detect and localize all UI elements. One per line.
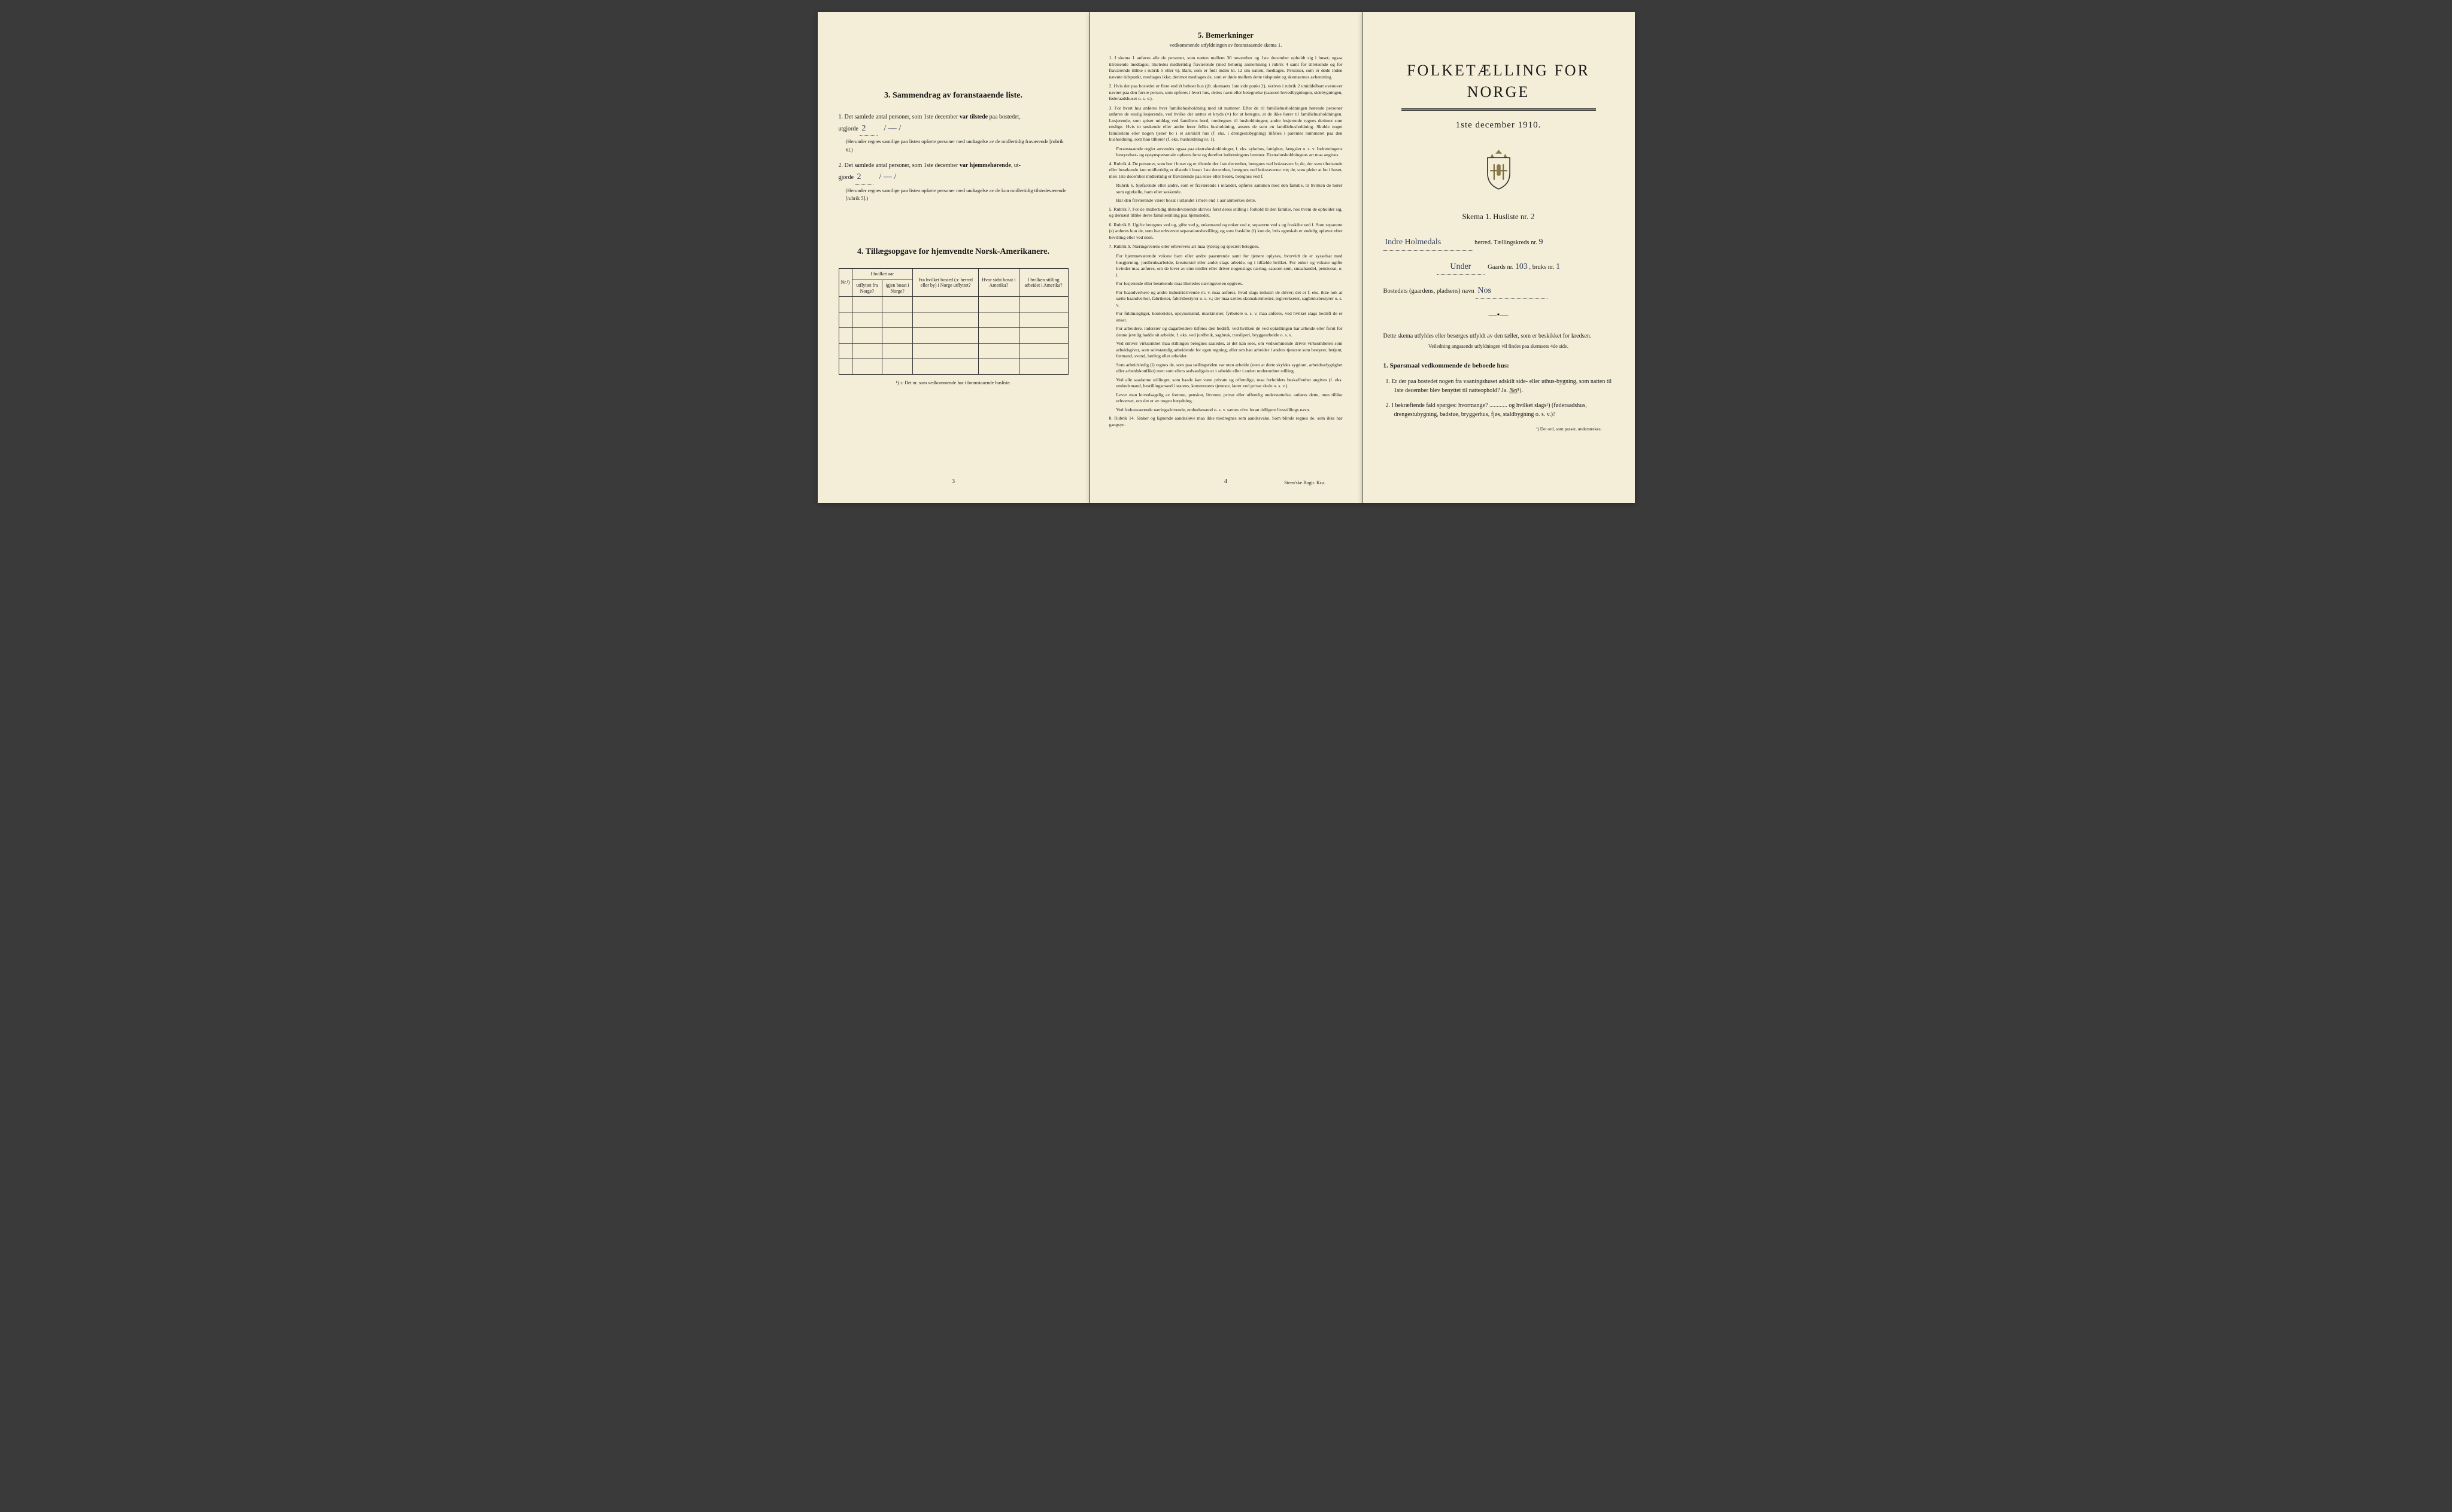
census-date: 1ste december 1910. xyxy=(1383,119,1614,132)
table-row xyxy=(839,344,1068,359)
item1-note: (Herunder regnes samtlige paa listen opf… xyxy=(839,138,1069,154)
page-number: 3 xyxy=(952,478,955,486)
crest-icon xyxy=(1482,148,1515,190)
remark-7i: Ved alle saadanne stillinger, som baade … xyxy=(1109,377,1343,390)
remark-4c: Har den fraværende været bosat i utlande… xyxy=(1109,198,1343,204)
table-row xyxy=(839,359,1068,375)
herred-value: Indre Holmedals xyxy=(1385,235,1442,250)
tally2: / — / xyxy=(879,171,897,184)
item2-note: (Herunder regnes samtlige paa listen opf… xyxy=(839,187,1069,203)
section3-heading: 3. Sammendrag av foranstaaende liste. xyxy=(839,90,1069,102)
page-middle: 5. Bemerkninger vedkommende utfyldningen… xyxy=(1090,12,1362,503)
footnote-understrekes: ¹) Det ord, som passer, understrekes. xyxy=(1383,426,1614,433)
th-amerika: Hvor sidst bosat i Amerika? xyxy=(979,269,1019,297)
table-row xyxy=(839,297,1068,312)
remark-7j: Lever man hovedsagelig av formue, pensio… xyxy=(1109,392,1343,405)
table-footnote: ¹) ɔ: Det nr. som vedkommende har i fora… xyxy=(839,379,1069,386)
herred-row: Indre Holmedals herred. Tællingskreds nr… xyxy=(1383,235,1614,250)
summary-item-1: 1. Det samlede antal personer, som 1ste … xyxy=(839,113,1069,154)
title-rule xyxy=(1401,108,1596,111)
remark-3: 3. For hvert hus anføres hver familiehus… xyxy=(1109,105,1343,143)
printer-mark: Steen'ske Bogtr. Kr.a. xyxy=(1284,479,1325,486)
remark-5: 5. Rubrik 7. For de midlertidig tilstede… xyxy=(1109,207,1343,219)
line2-value: Under xyxy=(1450,259,1471,274)
bosted-value: Nos xyxy=(1477,283,1491,298)
instruction-1: Dette skema utfyldes eller besørges utfy… xyxy=(1383,332,1614,341)
remark-7d: For haandverkere og andre industridriven… xyxy=(1109,290,1343,309)
ornament: ―•― xyxy=(1383,309,1614,321)
page-number: 4 xyxy=(1224,478,1227,486)
nei-answer: Nei xyxy=(1509,387,1518,394)
amerikanere-table: Nr.¹) I hvilket aar Fra hvilket bosted (… xyxy=(839,268,1069,375)
husliste-nr: 2 xyxy=(1531,211,1535,223)
th-nr: Nr.¹) xyxy=(839,269,852,297)
summary-item-2: 2. Det samlede antal personer, som 1ste … xyxy=(839,161,1069,203)
remark-8: 8. Rubrik 14. Sinker og lignende aandssl… xyxy=(1109,415,1343,428)
gaards-nr: 103 xyxy=(1515,259,1528,274)
th-aar: I hvilket aar xyxy=(852,269,913,280)
gaards-row: Under Gaards nr. 103 , bruks nr. 1 xyxy=(1383,259,1614,275)
remark-3b: Foranstaaende regler anvendes ogsaa paa … xyxy=(1109,146,1343,159)
item1-text: 1. Det samlede antal personer, som 1ste … xyxy=(839,114,960,120)
bemerkninger-heading: 5. Bemerkninger xyxy=(1109,30,1343,41)
table-row xyxy=(839,312,1068,328)
th-stilling: I hvilken stilling arbeidet i Amerika? xyxy=(1019,269,1068,297)
hjemme-count: 2 xyxy=(857,171,861,184)
remark-7c: For losjerende eller besøkende maa likel… xyxy=(1109,281,1343,287)
remark-4b: Rubrik 6. Sjøfarende eller andre, som er… xyxy=(1109,183,1343,195)
question-2: 2. I bekræftende fald spørges: hvormange… xyxy=(1394,401,1614,419)
tally1: / — / xyxy=(884,122,901,135)
th-utflyttet: utflyttet fra Norge? xyxy=(852,280,882,296)
remark-7e: For fuldmægtiger, kontorister, opsynsmæn… xyxy=(1109,311,1343,323)
bosted-row: Bostedets (gaardens, pladsens) navn Nos xyxy=(1383,283,1614,299)
remark-7g: Ved enhver virksomhet maa stillingen bet… xyxy=(1109,341,1343,360)
th-bosat: igjen bosat i Norge? xyxy=(882,280,913,296)
bemerkninger-sub: vedkommende utfyldningen av foranstaaend… xyxy=(1109,42,1343,49)
page-left: 3. Sammendrag av foranstaaende liste. 1.… xyxy=(818,12,1090,503)
document-spread: 3. Sammendrag av foranstaaende liste. 1.… xyxy=(818,12,1635,503)
remark-2: 2. Hvis der paa bostedet er flere end ét… xyxy=(1109,83,1343,102)
section4-heading: 4. Tillægsopgave for hjemvendte Norsk-Am… xyxy=(839,246,1069,258)
instruction-2: Veiledning angaaende utfyldningen vil fi… xyxy=(1383,343,1614,350)
kreds-nr: 9 xyxy=(1539,235,1543,250)
coat-of-arms xyxy=(1383,148,1614,193)
th-bosted: Fra hvilket bosted (ɔ: herred eller by) … xyxy=(913,269,979,297)
tilstede-count: 2 xyxy=(861,122,866,135)
skema-line: Skema 1. Husliste nr. 2 xyxy=(1383,211,1614,223)
page-right: FOLKETÆLLING FOR NORGE 1ste december 191… xyxy=(1362,12,1635,503)
question-1: 1. Er der paa bostedet nogen fra vaaning… xyxy=(1394,377,1614,395)
remark-1: 1. I skema 1 anføres alle de personer, s… xyxy=(1109,55,1343,80)
remark-7: 7. Rubrik 9. Næringsveiens eller erhverv… xyxy=(1109,244,1343,250)
remark-7k: Ved forhenværende næringsdrivende, embed… xyxy=(1109,407,1343,414)
remark-7h: Som arbeidsledig (l) regnes de, som paa … xyxy=(1109,362,1343,375)
remark-6: 6. Rubrik 8. Ugifte betegnes ved ug, gif… xyxy=(1109,222,1343,241)
remark-7f: For arbeidere, inderster og dagarbeidere… xyxy=(1109,326,1343,338)
table-row xyxy=(839,328,1068,344)
remark-4: 4. Rubrik 4. De personer, som bor i huse… xyxy=(1109,161,1343,180)
question-heading: 1. Spørsmaal vedkommende de beboede hus: xyxy=(1383,362,1614,371)
bruks-nr: 1 xyxy=(1556,259,1560,274)
census-title: FOLKETÆLLING FOR NORGE xyxy=(1383,60,1614,104)
remark-7b: For hjemmeværende voksne barn eller andr… xyxy=(1109,253,1343,278)
